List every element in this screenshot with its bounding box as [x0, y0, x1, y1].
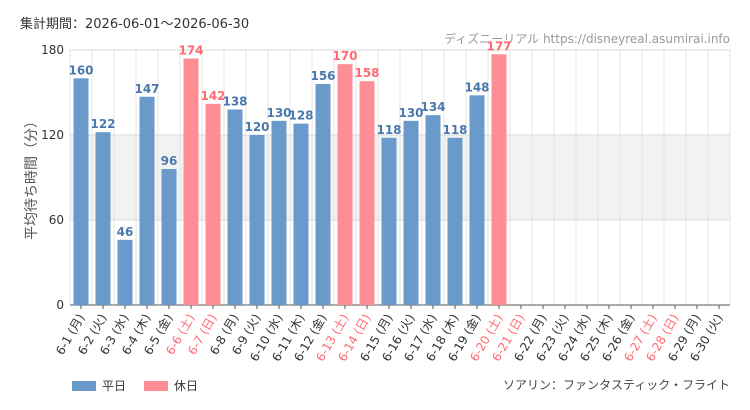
bar-value-label: 158: [354, 66, 379, 80]
legend: 平日 休日: [72, 377, 198, 394]
bar-value-label: 147: [134, 82, 159, 96]
bar-value-label: 130: [266, 106, 291, 120]
bar-value-label: 118: [442, 123, 467, 137]
site-credit: ディズニーリアル https://disneyreal.asumirai.inf…: [444, 32, 730, 46]
bar-value-label: 160: [68, 63, 93, 77]
y-tick-label: 60: [49, 213, 64, 227]
bar-value-label: 134: [420, 100, 445, 114]
bar: [205, 103, 221, 305]
bar-value-label: 156: [310, 69, 335, 83]
y-tick-label: 180: [41, 43, 64, 57]
legend-item-weekday: 平日: [72, 377, 126, 394]
y-axis-label: 平均待ち時間（分）: [24, 114, 40, 240]
legend-label-weekday: 平日: [102, 379, 127, 393]
y-tick-label: 0: [56, 298, 64, 312]
bar-value-label: 170: [332, 49, 357, 63]
bar-value-label: 177: [486, 39, 511, 53]
bar-value-label: 128: [288, 109, 313, 123]
legend-swatch-holiday: [144, 380, 169, 391]
bar: [337, 64, 353, 306]
bar: [139, 96, 155, 305]
bar: [161, 169, 177, 305]
bar: [95, 132, 111, 305]
bar: [183, 58, 199, 305]
attraction-name: ソアリン：ファンタスティック・フライト: [502, 378, 730, 392]
bar: [227, 109, 243, 305]
bar-value-label: 138: [222, 95, 247, 109]
bar: [293, 123, 309, 306]
period-label: 集計期間：2026-06-01～2026-06-30: [20, 17, 250, 32]
y-tick-label: 120: [41, 128, 64, 142]
legend-swatch-weekday: [72, 380, 96, 391]
bar: [117, 239, 133, 305]
bar-value-label: 96: [161, 154, 178, 168]
bar: [447, 137, 463, 305]
bar: [425, 115, 441, 306]
bar: [469, 95, 485, 305]
bar-value-label: 148: [464, 80, 489, 94]
bar: [491, 54, 507, 305]
legend-label-holiday: 休日: [174, 379, 199, 393]
bar: [271, 120, 287, 305]
bar-value-label: 122: [90, 117, 115, 131]
bar: [249, 135, 265, 305]
bar: [359, 81, 375, 306]
bar-value-label: 120: [244, 120, 269, 134]
legend-item-holiday: 休日: [144, 377, 198, 394]
bar-value-label: 142: [200, 89, 225, 103]
bar-value-label: 46: [117, 225, 134, 239]
bar: [73, 78, 89, 305]
bar: [381, 137, 397, 305]
bar-value-label: 118: [376, 123, 401, 137]
bar-value-label: 174: [178, 44, 203, 58]
bar: [403, 120, 419, 305]
bar-value-label: 130: [398, 106, 423, 120]
bar: [315, 84, 331, 305]
